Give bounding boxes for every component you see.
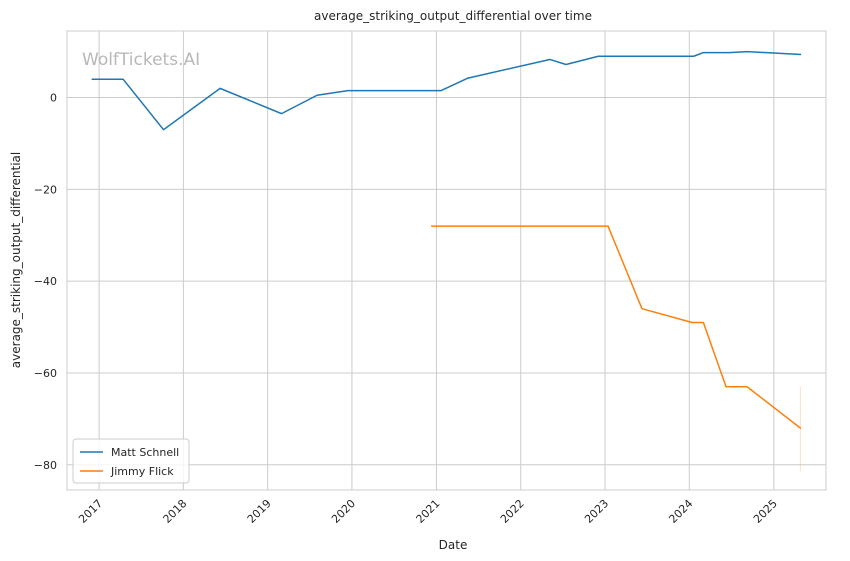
x-tick-label: 2017 <box>76 497 105 526</box>
x-axis-label: Date <box>439 538 468 552</box>
x-axis-ticks: 2017 2018 2019 2020 2021 2022 2023 2024 2025 <box>76 497 780 526</box>
y-tick-label: 0 <box>50 92 57 105</box>
series-line-matt-schnell <box>91 50 802 131</box>
y-tick-label: −80 <box>34 459 57 472</box>
x-tick-label: 2019 <box>245 497 274 526</box>
y-tick-label: −20 <box>34 183 57 196</box>
legend: Matt Schnell Jimmy Flick <box>72 438 190 484</box>
y-axis-ticks: 0 −20 −40 −60 −80 <box>34 92 57 472</box>
watermark: WolfTickets.AI <box>82 50 200 70</box>
chart-title: average_striking_output_differential ove… <box>314 9 592 23</box>
x-tick-label: 2022 <box>498 497 527 526</box>
x-tick-label: 2021 <box>414 497 443 526</box>
y-axis-label: average_striking_output_differential <box>9 152 23 368</box>
y-tick-label: −40 <box>34 275 57 288</box>
x-tick-label: 2023 <box>582 497 611 526</box>
x-tick-label: 2020 <box>329 497 358 526</box>
legend-label-jimmy-flick: Jimmy Flick <box>110 465 174 478</box>
grid <box>67 31 826 490</box>
x-tick-label: 2024 <box>666 497 695 526</box>
series-line-jimmy-flick <box>431 225 802 430</box>
y-tick-label: −60 <box>34 367 57 380</box>
x-tick-label: 2018 <box>161 497 190 526</box>
legend-label-matt-schnell: Matt Schnell <box>111 446 179 459</box>
x-tick-label: 2025 <box>751 497 780 526</box>
legend-box <box>72 438 190 484</box>
series-layer <box>91 50 802 472</box>
plot-frame <box>66 30 827 491</box>
